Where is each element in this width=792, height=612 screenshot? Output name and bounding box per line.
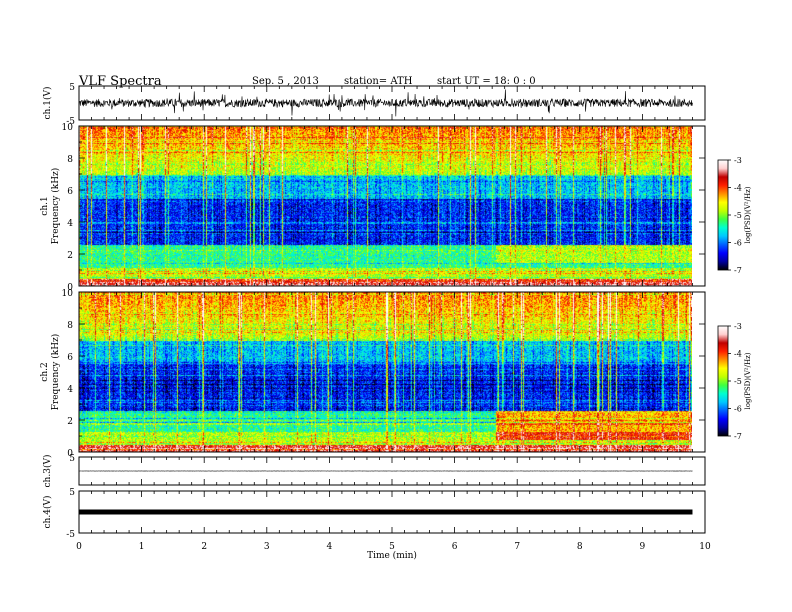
- x-tick-label: 7: [514, 542, 520, 552]
- x-tick-label: 8: [577, 542, 583, 552]
- x-tick-label: 1: [139, 542, 145, 552]
- x-tick-label: 0: [76, 542, 82, 552]
- spec2-colorbar: [717, 325, 729, 437]
- spec1-colorbar-tick-label: -4: [734, 184, 742, 193]
- x-tick-label: 6: [452, 542, 458, 552]
- x-tick-label: 9: [640, 542, 646, 552]
- spec2-ytick-label: 0: [67, 449, 73, 459]
- spec2-colorbar-tick-label: -7: [734, 432, 742, 441]
- spec1-colorbar-label: log(PSD)(V²/Hz): [744, 186, 752, 243]
- spec1-colorbar-tick-label: -6: [734, 239, 742, 248]
- spec1-ytick-label: 4: [67, 219, 73, 229]
- date-label: Sep. 5 , 2013: [252, 76, 319, 87]
- spec2-ytick-label: 8: [67, 321, 73, 331]
- spec2-ytick-label: 6: [67, 353, 73, 363]
- spec1-ytick-label: 10: [62, 123, 74, 133]
- spec1-channel-label: ch.1: [40, 196, 50, 215]
- ch4-ytick-label: 5: [69, 488, 75, 498]
- ch1-trace: [78, 89, 693, 117]
- spec1-ylabel: Frequency (kHz): [50, 168, 61, 245]
- spec2-ytick-label: 10: [62, 289, 74, 299]
- start-time-label: start UT = 18: 0 : 0: [437, 76, 536, 87]
- x-tick-label: 5: [389, 542, 395, 552]
- spec1-ytick-label: 8: [67, 155, 73, 165]
- ch4-ytick-label: -5: [66, 530, 75, 540]
- spec1-ytick-label: 6: [67, 187, 73, 197]
- figure-title: VLF Spectra: [79, 74, 162, 89]
- spec1-colorbar: [717, 159, 729, 271]
- station-label: station= ATH: [344, 76, 413, 87]
- x-tick-label: 4: [327, 542, 333, 552]
- spec2-ytick-label: 4: [67, 385, 73, 395]
- spec2-colorbar-tick-label: -3: [734, 322, 742, 331]
- ch3-ytick-label: 5: [69, 454, 75, 464]
- spec2-ytick-label: 2: [67, 417, 73, 427]
- ch1-ytick-label: 5: [69, 83, 75, 93]
- x-tick-label: 10: [699, 542, 711, 552]
- ch1-ylabel: ch.1(V): [42, 87, 53, 120]
- spec2-colorbar-tick-label: -5: [734, 377, 742, 386]
- spec1-ytick-label: 0: [67, 283, 73, 293]
- spec2-colorbar-tick-label: -4: [734, 350, 742, 359]
- ch1-ytick-label: -5: [66, 117, 75, 127]
- x-tick-label: 3: [264, 542, 270, 552]
- spec1-colorbar-tick-label: -5: [734, 211, 742, 220]
- spec2-colorbar-tick-label: -6: [734, 405, 742, 414]
- spec1-ytick-label: 2: [67, 251, 73, 261]
- x-axis-label: Time (min): [367, 550, 417, 561]
- spec2-ylabel: Frequency (kHz): [50, 334, 61, 411]
- spec1-colorbar-tick-label: -7: [734, 266, 742, 275]
- spec1-colorbar-tick-label: -3: [734, 156, 742, 165]
- spec2-channel-label: ch.2: [40, 362, 50, 381]
- spec2-spectrogram-image: [79, 292, 692, 452]
- spec1-spectrogram-image: [79, 126, 692, 286]
- x-tick-label: 2: [201, 542, 207, 552]
- ch3-ylabel: ch.3(V): [42, 455, 53, 488]
- spec2-colorbar-label: log(PSD)(V²/Hz): [744, 352, 752, 409]
- ch4-ylabel: ch.4(V): [42, 496, 53, 529]
